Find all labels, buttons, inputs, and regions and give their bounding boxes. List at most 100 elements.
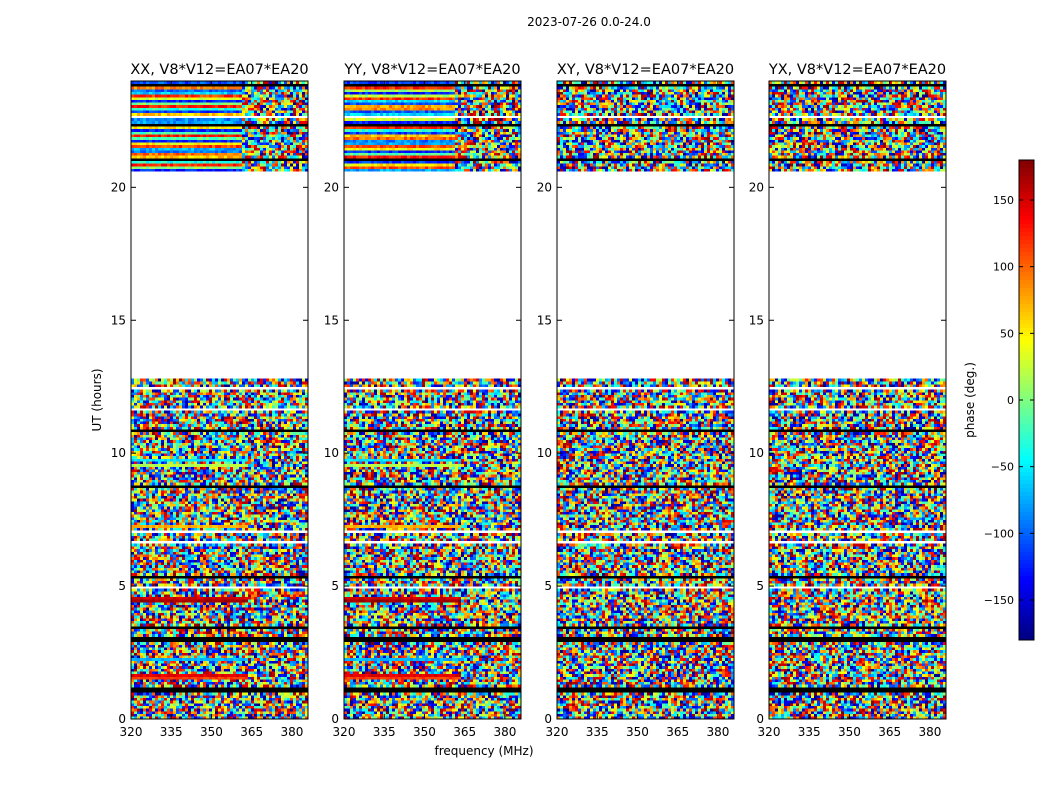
heatmap-cell (209, 535, 213, 539)
heatmap-cell (251, 578, 255, 582)
heatmap-cell (167, 479, 171, 483)
heatmap-cell (194, 594, 198, 598)
heatmap-cell (170, 477, 174, 481)
heatmap-cell (218, 617, 222, 621)
heatmap-cell (239, 607, 243, 611)
heatmap-cell (287, 692, 291, 696)
heatmap-cell (296, 681, 300, 685)
heatmap-cell (140, 681, 144, 685)
heatmap-cell (245, 583, 249, 587)
heatmap-cell (242, 679, 246, 683)
heatmap-cell (254, 535, 258, 539)
heatmap-cell (299, 663, 303, 667)
heatmap-cell (296, 615, 300, 619)
heatmap-cell (302, 631, 306, 635)
heatmap-cell (236, 535, 240, 539)
heatmap-cell (296, 572, 300, 576)
heatmap-cell (137, 546, 141, 550)
heatmap-cell (155, 620, 159, 624)
heatmap-cell (173, 615, 177, 619)
heatmap-cell (143, 633, 147, 637)
heatmap-cell (233, 700, 237, 704)
heatmap-cell (218, 607, 222, 611)
heatmap-cell (257, 604, 261, 608)
heatmap-cell (275, 562, 279, 566)
heatmap-cell (206, 514, 210, 518)
heatmap-cell (191, 578, 195, 582)
heatmap-cell (164, 610, 168, 613)
heatmap-cell (251, 493, 255, 496)
heatmap-cell (173, 556, 177, 560)
heatmap-cell (143, 679, 147, 683)
heatmap-cell (287, 705, 291, 709)
heatmap-cell (245, 538, 249, 542)
heatmap-cell (158, 679, 162, 683)
heatmap-cell (152, 519, 156, 523)
heatmap-cell (302, 578, 306, 582)
heatmap-cell (152, 665, 156, 669)
heatmap-cell (227, 511, 231, 515)
heatmap-cell (206, 466, 210, 470)
heatmap-cell (227, 612, 231, 616)
heatmap-cell (257, 519, 261, 523)
heatmap-cell (299, 516, 303, 520)
heatmap-cell (218, 679, 222, 683)
heatmap-cell (158, 641, 162, 645)
heatmap-cell (218, 599, 222, 603)
heatmap-cell (242, 493, 246, 496)
heatmap-cell (263, 524, 267, 528)
heatmap-cell (212, 466, 216, 470)
heatmap-cell (257, 591, 261, 595)
heatmap-cell (224, 660, 228, 664)
heatmap-cell (131, 567, 135, 571)
heatmap-cell (263, 649, 267, 653)
heatmap-cell (263, 617, 267, 621)
heatmap-cell (140, 615, 144, 619)
heatmap-cell (257, 681, 261, 685)
heatmap-cell (149, 516, 153, 520)
heatmap-cell (203, 572, 207, 576)
heatmap-cell (221, 594, 225, 598)
heatmap-cell (155, 559, 159, 563)
heatmap-cell (152, 649, 156, 653)
heatmap-cell (245, 649, 249, 653)
heatmap-cell (164, 580, 168, 584)
heatmap-cell (164, 519, 168, 523)
heatmap-cell (299, 631, 303, 635)
heatmap-cell (254, 705, 258, 709)
heatmap-cell (182, 511, 186, 515)
heatmap-cell (302, 588, 306, 592)
heatmap-cell (305, 588, 309, 592)
heatmap-cell (179, 546, 183, 550)
heatmap-cell (203, 676, 207, 680)
heatmap-cell (215, 607, 219, 611)
heatmap-cell (137, 466, 141, 470)
heatmap-cell (167, 495, 171, 499)
heatmap-cell (290, 711, 294, 714)
heatmap-cell (191, 647, 195, 651)
heatmap-cell (212, 580, 216, 584)
heatmap-cell (203, 668, 207, 672)
heatmap-cell (155, 466, 159, 470)
heatmap-cell (146, 538, 150, 542)
heatmap-cell (239, 479, 243, 483)
heatmap-cell (245, 602, 249, 605)
heatmap-cell (152, 578, 156, 582)
heatmap-cell (251, 474, 255, 478)
heatmap-cell (287, 684, 291, 688)
heatmap-cell (185, 705, 189, 709)
heatmap-cell (170, 657, 174, 661)
heatmap-cell (230, 548, 234, 552)
heatmap-cell (266, 657, 270, 661)
heatmap-cell (197, 508, 201, 512)
heatmap-cell (284, 604, 288, 608)
heatmap-cell (212, 570, 216, 574)
heatmap-cell (155, 501, 159, 504)
heatmap-cell (299, 524, 303, 528)
heatmap-cell (161, 490, 165, 494)
heatmap-cell (236, 607, 240, 611)
heatmap-cell (194, 655, 198, 659)
heatmap-cell (131, 697, 135, 701)
heatmap-cell (287, 663, 291, 667)
heatmap-cell (272, 490, 276, 494)
